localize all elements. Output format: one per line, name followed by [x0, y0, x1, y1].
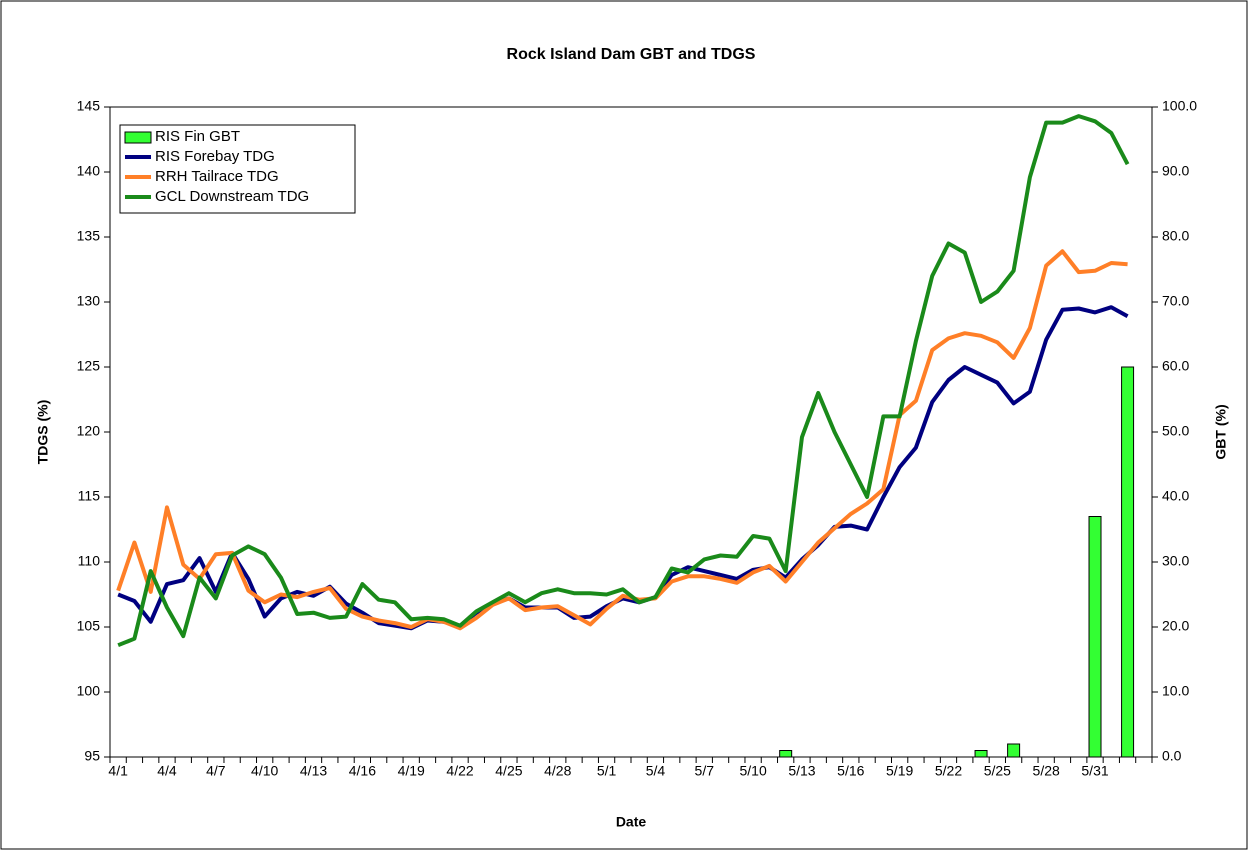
x-tick-label: 4/4: [157, 763, 177, 779]
bar: [974, 750, 988, 758]
bar: [1088, 516, 1102, 758]
y2-tick-label: 50.0: [1162, 423, 1189, 439]
x-tick-label: 5/31: [1081, 763, 1108, 779]
x-tick-label: 5/13: [788, 763, 815, 779]
y-tick-label: 125: [77, 358, 101, 374]
bar: [1007, 743, 1021, 758]
x-tick-label: 4/7: [206, 763, 226, 779]
y-tick-label: 120: [77, 423, 101, 439]
y-tick-label: 100: [77, 683, 101, 699]
legend-label: RIS Forebay TDG: [155, 148, 275, 165]
legend-label: GCL Downstream TDG: [155, 188, 309, 205]
y2-tick-label: 60.0: [1162, 358, 1189, 374]
x-tick-label: 5/10: [739, 763, 766, 779]
x-tick-label: 5/22: [935, 763, 962, 779]
y-tick-label: 105: [77, 618, 101, 634]
x-tick-label: 4/28: [544, 763, 571, 779]
x-tick-label: 4/1: [108, 763, 128, 779]
chart-title: Rock Island Dam GBT and TDGS: [507, 46, 756, 63]
bar: [779, 750, 793, 758]
x-tick-label: 4/19: [398, 763, 425, 779]
y2-tick-label: 70.0: [1162, 293, 1189, 309]
y-tick-label: 135: [77, 228, 101, 244]
y-tick-label: 115: [78, 488, 101, 504]
x-tick-label: 5/19: [886, 763, 913, 779]
x-tick-label: 4/25: [495, 763, 522, 779]
line: [116, 249, 1128, 631]
y-tick-label: 110: [78, 553, 101, 569]
line: [117, 114, 1130, 648]
y2-tick-label: 10.0: [1162, 683, 1189, 699]
y2-tick-label: 80.0: [1162, 228, 1189, 244]
y-tick-label: 140: [77, 163, 101, 179]
y2-tick-label: 0.0: [1162, 748, 1182, 764]
x-axis-label: Date: [616, 814, 647, 830]
x-tick-label: 5/28: [1033, 763, 1060, 779]
y-axis-label: TDGS (%): [35, 400, 51, 465]
bar: [1121, 366, 1135, 758]
x-tick-label: 4/13: [300, 763, 327, 779]
y2-tick-label: 90.0: [1162, 163, 1189, 179]
x-tick-label: 5/16: [837, 763, 864, 779]
y-tick-label: 145: [77, 98, 101, 114]
x-tick-label: 5/25: [984, 763, 1011, 779]
plot-area: [109, 106, 1153, 758]
legend-swatch: [124, 131, 152, 144]
legend-label: RRH Tailrace TDG: [155, 168, 279, 185]
y-tick-label: 130: [77, 293, 101, 309]
legend-box: [119, 124, 356, 214]
y2-tick-label: 30.0: [1162, 553, 1189, 569]
x-tick-label: 4/10: [251, 763, 278, 779]
y2-tick-label: 20.0: [1162, 618, 1189, 634]
legend-label: RIS Fin GBT: [155, 128, 240, 145]
y-tick-label: 95: [84, 748, 100, 764]
x-tick-label: 5/7: [695, 763, 715, 779]
y2-tick-label: 100.0: [1162, 98, 1197, 114]
x-tick-label: 5/1: [597, 763, 617, 779]
y2-tick-label: 40.0: [1162, 488, 1189, 504]
x-tick-label: 4/16: [349, 763, 376, 779]
y2-axis-label: GBT (%): [1213, 404, 1229, 459]
x-tick-label: 5/4: [646, 763, 666, 779]
x-tick-label: 4/22: [446, 763, 473, 779]
